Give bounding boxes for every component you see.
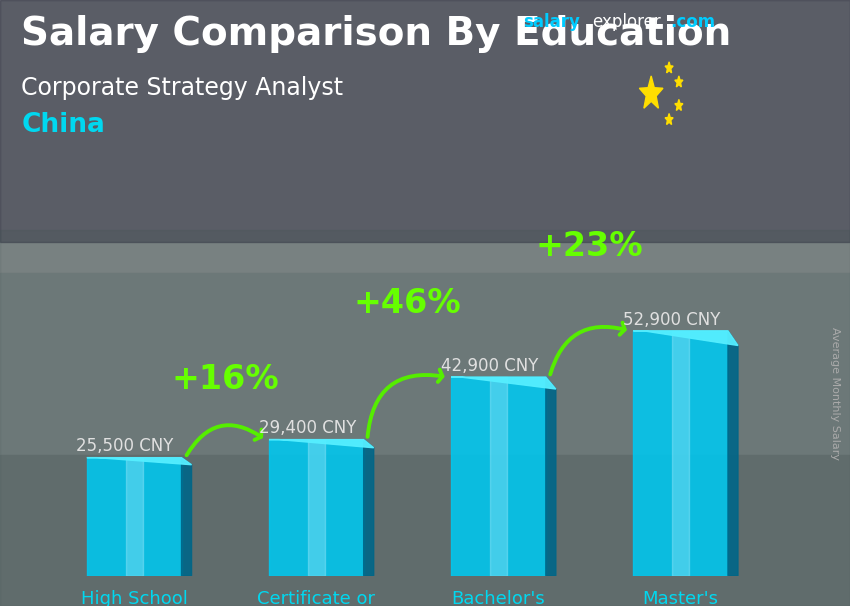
Bar bbox=[0, 0, 850, 273]
Polygon shape bbox=[87, 458, 182, 576]
Polygon shape bbox=[675, 99, 683, 110]
Text: 25,500 CNY: 25,500 CNY bbox=[76, 438, 173, 455]
Text: .com: .com bbox=[671, 13, 716, 32]
Text: China: China bbox=[21, 112, 105, 138]
Polygon shape bbox=[490, 377, 507, 576]
Polygon shape bbox=[182, 458, 191, 576]
Polygon shape bbox=[87, 458, 191, 465]
Polygon shape bbox=[633, 331, 728, 576]
Polygon shape bbox=[364, 439, 374, 576]
Text: Corporate Strategy Analyst: Corporate Strategy Analyst bbox=[21, 76, 343, 100]
FancyArrowPatch shape bbox=[367, 370, 443, 437]
Polygon shape bbox=[451, 377, 556, 389]
Text: 52,900 CNY: 52,900 CNY bbox=[623, 310, 720, 328]
FancyArrowPatch shape bbox=[187, 425, 262, 455]
Polygon shape bbox=[675, 76, 683, 87]
Text: Salary Comparison By Education: Salary Comparison By Education bbox=[21, 15, 732, 53]
Polygon shape bbox=[639, 76, 663, 108]
Polygon shape bbox=[665, 62, 673, 73]
Polygon shape bbox=[728, 331, 738, 576]
Polygon shape bbox=[308, 439, 325, 576]
Text: 29,400 CNY: 29,400 CNY bbox=[258, 419, 356, 438]
Polygon shape bbox=[126, 458, 143, 576]
Polygon shape bbox=[665, 113, 673, 125]
Polygon shape bbox=[269, 439, 374, 448]
Polygon shape bbox=[269, 439, 364, 576]
Text: +46%: +46% bbox=[354, 287, 462, 319]
Polygon shape bbox=[546, 377, 556, 576]
Bar bbox=[0, 230, 850, 606]
Polygon shape bbox=[633, 331, 738, 345]
Text: 42,900 CNY: 42,900 CNY bbox=[440, 357, 538, 375]
Text: +23%: +23% bbox=[536, 230, 643, 263]
Text: explorer: explorer bbox=[592, 13, 661, 32]
Bar bbox=[0, 273, 850, 454]
Text: Average Monthly Salary: Average Monthly Salary bbox=[830, 327, 840, 461]
Polygon shape bbox=[672, 331, 689, 576]
Bar bbox=[0, 0, 850, 242]
Text: +16%: +16% bbox=[172, 363, 279, 396]
Text: salary: salary bbox=[523, 13, 580, 32]
FancyArrowPatch shape bbox=[550, 322, 625, 375]
Polygon shape bbox=[451, 377, 546, 576]
Bar bbox=[0, 454, 850, 606]
